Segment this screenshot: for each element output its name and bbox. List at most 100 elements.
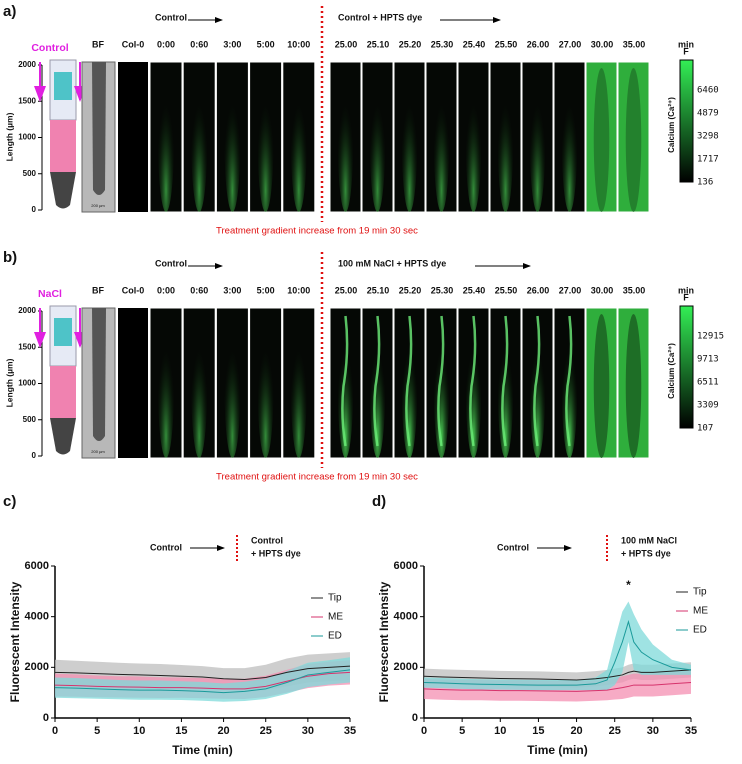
bf-root: [92, 62, 106, 195]
tick-label: 2000: [18, 306, 36, 315]
x-tick-label: 30: [647, 725, 659, 737]
column-label: BF: [92, 39, 104, 49]
time-label: 25.50: [495, 285, 518, 295]
panel-letter: a): [3, 3, 16, 20]
axis-title: Length (µm): [4, 112, 14, 161]
root-signal: [191, 68, 208, 212]
time-label: 25.30: [431, 285, 454, 295]
root-signal: [158, 314, 174, 458]
phase-label: 100 mM NaCl: [621, 535, 677, 545]
time-label: 25.40: [463, 285, 486, 295]
x-tick-label: 5: [94, 725, 100, 737]
root-signal: [593, 314, 610, 458]
colorbar: [679, 59, 694, 183]
root-signal: [158, 68, 174, 212]
colorbar-tick: 1717: [697, 155, 719, 165]
time-label: 35.00: [623, 39, 646, 49]
root-signal: [469, 315, 477, 447]
root-signal: [401, 314, 418, 458]
x-tick-label: 25: [260, 725, 272, 737]
time-label: 25.00: [335, 39, 358, 49]
phase-label: Control: [497, 542, 529, 552]
time-label: 25.20: [399, 285, 422, 295]
axis-title: Length (µm): [4, 358, 14, 407]
colorbar-tick: 136: [697, 178, 713, 188]
x-tick-label: 20: [217, 725, 229, 737]
legend-label: ME: [328, 612, 343, 623]
time-label: 25.10: [367, 285, 390, 295]
tick-label: 1000: [18, 133, 36, 142]
phase-label: Control: [155, 12, 187, 22]
time-label: 25.50: [495, 39, 518, 49]
y-tick-label: 0: [43, 712, 49, 724]
colorbar-tick: 9713: [697, 355, 719, 365]
colorbar-tick: 3298: [697, 132, 719, 142]
root-signal: [224, 314, 241, 458]
x-axis-title: Time (min): [172, 743, 232, 757]
y-tick-label: 6000: [25, 560, 49, 572]
colorbar-tick: 6460: [697, 86, 719, 96]
x-tick-label: 10: [133, 725, 145, 737]
root-signal: [529, 68, 546, 212]
phase-label: Control: [251, 535, 283, 545]
root-tip: [50, 418, 76, 455]
root-signal: [341, 315, 349, 447]
time-label: 27.00: [559, 39, 582, 49]
root-signal: [561, 314, 578, 458]
legend-label: ED: [328, 631, 342, 642]
error-band: [55, 657, 350, 702]
time-label: 10:00: [287, 39, 310, 49]
colorbar-tick: 4879: [697, 109, 719, 119]
root-zone: [54, 318, 72, 346]
root-signal: [337, 314, 354, 458]
root-signal: [593, 68, 610, 212]
root-signal: [625, 314, 642, 458]
colorbar-title: F: [683, 46, 689, 56]
root-signal: [337, 68, 354, 212]
unit-label: min: [678, 39, 694, 49]
annotation: *: [626, 578, 631, 592]
colorbar-label: Calcium (Ca²⁺): [667, 343, 676, 399]
time-label: 3:00: [223, 285, 241, 295]
root-signal: [224, 68, 241, 212]
unit-label: min: [678, 285, 694, 295]
legend-label: ED: [693, 625, 707, 636]
phase-label: Control: [150, 542, 182, 552]
x-tick-label: 5: [459, 725, 465, 737]
root-signal: [257, 68, 274, 212]
time-label: 0:00: [157, 39, 175, 49]
tick-label: 1500: [18, 96, 36, 105]
panel-letter: c): [3, 493, 16, 510]
scale-bar: 200 µm: [91, 449, 105, 454]
time-label: 10:00: [287, 285, 310, 295]
time-label: 0:60: [190, 39, 208, 49]
x-tick-label: 30: [302, 725, 314, 737]
treatment-note: Treatment gradient increase from 19 min …: [216, 226, 418, 237]
root-signal: [290, 68, 307, 212]
x-tick-label: 35: [344, 725, 356, 737]
root-signal: [465, 314, 482, 458]
tick-label: 0: [32, 205, 37, 214]
tick-label: 1000: [18, 379, 36, 388]
tick-label: 0: [32, 451, 37, 460]
time-label: 26.00: [527, 285, 550, 295]
root-signal: [437, 315, 445, 447]
tick-label: 2000: [18, 60, 36, 69]
y-axis-title: Fluorescent Intensity: [377, 581, 391, 702]
time-label: 0:60: [190, 285, 208, 295]
time-label: 25.20: [399, 39, 422, 49]
phase-label: + HPTS dye: [251, 548, 301, 558]
colorbar-tick: 107: [697, 424, 713, 434]
x-tick-label: 35: [685, 725, 697, 737]
time-label: 25.40: [463, 39, 486, 49]
root-signal: [405, 315, 413, 447]
time-label: 27.00: [559, 285, 582, 295]
time-label: 0:00: [157, 285, 175, 295]
y-tick-label: 0: [412, 712, 418, 724]
treatment-note: Treatment gradient increase from 19 min …: [216, 472, 418, 483]
x-axis-title: Time (min): [527, 743, 587, 757]
time-label: 25.00: [335, 285, 358, 295]
y-tick-label: 2000: [394, 661, 418, 673]
y-axis-title: Fluorescent Intensity: [8, 581, 22, 702]
y-tick-label: 4000: [25, 611, 49, 623]
